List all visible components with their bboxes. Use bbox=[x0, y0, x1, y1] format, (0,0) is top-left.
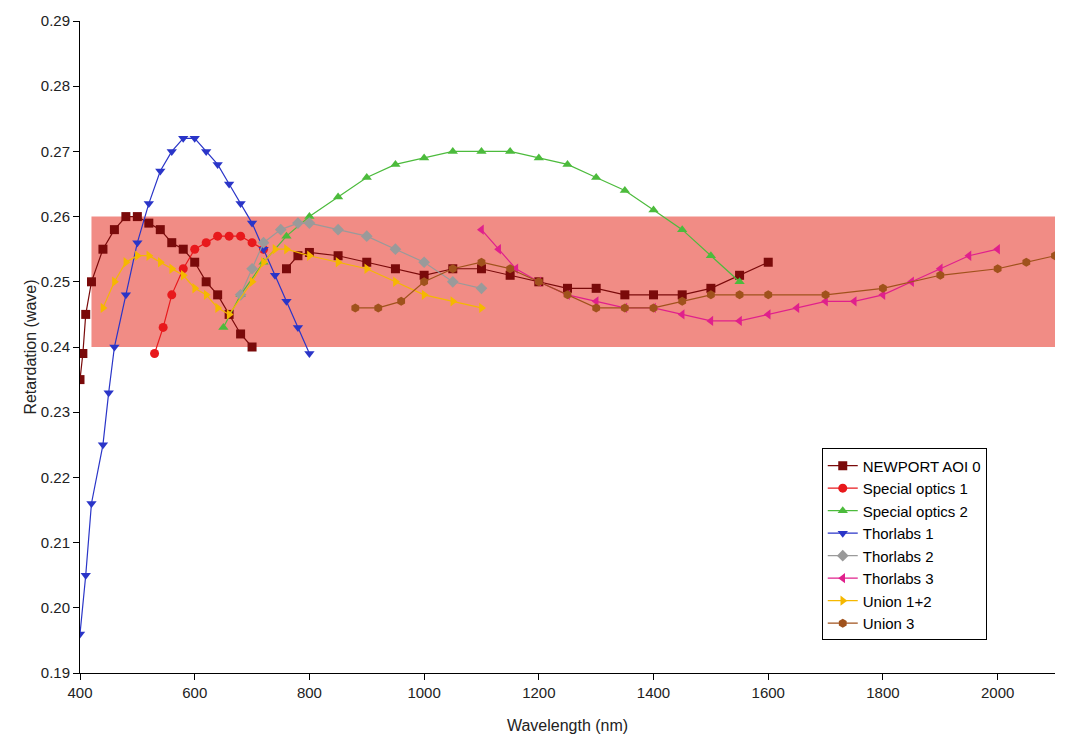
svg-text:1800: 1800 bbox=[866, 684, 899, 701]
svg-text:0.29: 0.29 bbox=[41, 12, 70, 29]
svg-text:Special optics 1: Special optics 1 bbox=[863, 480, 968, 497]
svg-text:0.28: 0.28 bbox=[41, 77, 70, 94]
svg-text:0.20: 0.20 bbox=[41, 599, 70, 616]
svg-text:Union 3: Union 3 bbox=[863, 615, 915, 632]
svg-text:800: 800 bbox=[297, 684, 322, 701]
svg-text:2000: 2000 bbox=[981, 684, 1014, 701]
svg-text:Wavelength (nm): Wavelength (nm) bbox=[507, 717, 628, 734]
svg-text:0.25: 0.25 bbox=[41, 273, 70, 290]
svg-text:0.22: 0.22 bbox=[41, 469, 70, 486]
svg-text:600: 600 bbox=[182, 684, 207, 701]
svg-text:400: 400 bbox=[67, 684, 92, 701]
svg-text:0.21: 0.21 bbox=[41, 534, 70, 551]
svg-text:1400: 1400 bbox=[637, 684, 670, 701]
svg-text:1000: 1000 bbox=[407, 684, 440, 701]
svg-text:Thorlabs 3: Thorlabs 3 bbox=[863, 570, 934, 587]
svg-text:0.27: 0.27 bbox=[41, 143, 70, 160]
svg-text:Retardation (wave): Retardation (wave) bbox=[22, 279, 39, 414]
svg-text:Thorlabs 1: Thorlabs 1 bbox=[863, 525, 934, 542]
svg-text:Thorlabs 2: Thorlabs 2 bbox=[863, 548, 934, 565]
svg-text:NEWPORT AOI 0: NEWPORT AOI 0 bbox=[863, 458, 981, 475]
svg-text:0.19: 0.19 bbox=[41, 664, 70, 681]
svg-text:0.24: 0.24 bbox=[41, 338, 70, 355]
svg-text:0.23: 0.23 bbox=[41, 403, 70, 420]
svg-text:Union 1+2: Union 1+2 bbox=[863, 593, 932, 610]
svg-text:1600: 1600 bbox=[752, 684, 785, 701]
svg-text:1200: 1200 bbox=[522, 684, 555, 701]
svg-text:0.26: 0.26 bbox=[41, 208, 70, 225]
svg-text:Special optics 2: Special optics 2 bbox=[863, 503, 968, 520]
